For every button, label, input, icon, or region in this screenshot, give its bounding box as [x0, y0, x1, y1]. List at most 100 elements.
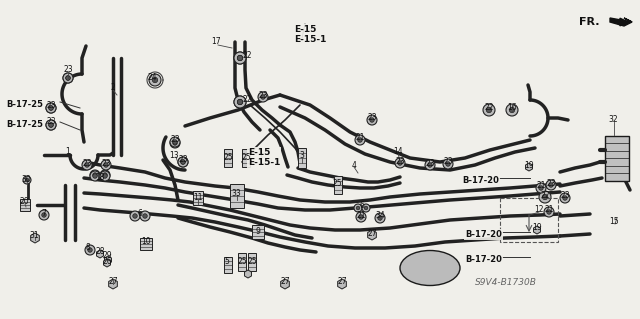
Circle shape [180, 160, 185, 164]
Circle shape [237, 99, 243, 105]
Circle shape [63, 73, 73, 83]
Circle shape [101, 160, 111, 170]
Text: 3: 3 [300, 152, 305, 160]
Circle shape [173, 140, 177, 144]
Text: 25: 25 [241, 152, 251, 161]
Text: B-17-20: B-17-20 [465, 230, 502, 239]
Text: B-17-20: B-17-20 [465, 255, 502, 264]
Circle shape [428, 163, 432, 167]
Circle shape [46, 120, 56, 130]
Circle shape [425, 160, 435, 170]
Circle shape [132, 214, 137, 218]
Text: 18: 18 [95, 174, 105, 182]
Circle shape [355, 135, 365, 145]
Circle shape [560, 193, 570, 203]
Circle shape [547, 210, 551, 214]
Circle shape [100, 170, 110, 180]
Circle shape [42, 213, 46, 217]
Bar [20, 199, 30, 211]
Circle shape [506, 104, 518, 116]
Polygon shape [281, 279, 289, 289]
Bar [230, 184, 244, 208]
Text: 32: 32 [608, 115, 618, 124]
Circle shape [359, 215, 364, 219]
Circle shape [170, 137, 180, 147]
Text: 23: 23 [82, 159, 92, 167]
Text: 1: 1 [66, 147, 70, 157]
Text: 7: 7 [42, 210, 47, 219]
Circle shape [173, 141, 177, 145]
Text: 24: 24 [147, 72, 157, 81]
Circle shape [370, 118, 374, 122]
Text: FR.: FR. [579, 17, 600, 27]
Circle shape [356, 206, 360, 210]
Circle shape [539, 191, 551, 203]
Circle shape [103, 173, 108, 177]
Text: 21: 21 [356, 211, 365, 219]
Text: B-17-25: B-17-25 [6, 120, 43, 129]
Circle shape [46, 103, 56, 113]
Circle shape [152, 77, 157, 83]
Text: 12: 12 [534, 205, 544, 214]
Ellipse shape [400, 250, 460, 286]
Circle shape [66, 76, 70, 80]
Bar [298, 148, 306, 168]
Text: 19: 19 [532, 224, 542, 233]
Polygon shape [525, 163, 532, 171]
Text: 34: 34 [375, 211, 385, 219]
Text: 6: 6 [360, 201, 364, 210]
Text: 21: 21 [355, 133, 365, 143]
Circle shape [483, 104, 495, 116]
Circle shape [367, 115, 377, 125]
Polygon shape [367, 230, 376, 240]
Circle shape [544, 207, 554, 217]
Text: 28: 28 [95, 248, 105, 256]
Polygon shape [534, 226, 540, 234]
Bar [242, 149, 250, 167]
Circle shape [88, 248, 92, 252]
Circle shape [486, 107, 492, 113]
Circle shape [23, 176, 31, 184]
Bar [140, 238, 152, 250]
Circle shape [443, 159, 453, 169]
Text: 9: 9 [255, 226, 260, 235]
Circle shape [354, 204, 362, 212]
Circle shape [546, 180, 556, 190]
Polygon shape [31, 233, 39, 243]
Circle shape [356, 212, 366, 222]
Text: 23: 23 [546, 179, 556, 188]
Text: 8: 8 [86, 243, 90, 253]
Circle shape [237, 55, 243, 61]
Text: E-15
E-15-1: E-15 E-15-1 [248, 148, 280, 167]
Bar [193, 191, 203, 205]
Text: 10: 10 [141, 238, 151, 247]
Text: 22: 22 [243, 50, 252, 60]
Text: 23: 23 [443, 158, 453, 167]
Circle shape [234, 96, 246, 108]
Circle shape [103, 174, 108, 178]
Circle shape [539, 186, 543, 190]
Circle shape [358, 138, 362, 142]
Text: 25: 25 [247, 256, 257, 265]
Text: 23: 23 [46, 100, 56, 109]
Circle shape [178, 157, 188, 167]
Text: 15: 15 [609, 218, 619, 226]
Bar [334, 176, 342, 194]
Text: 11: 11 [193, 192, 203, 202]
Text: 2: 2 [111, 84, 115, 93]
Text: 23: 23 [258, 91, 268, 100]
Circle shape [258, 92, 268, 102]
Polygon shape [104, 256, 111, 264]
Text: 22: 22 [243, 95, 252, 105]
Circle shape [548, 183, 553, 187]
Circle shape [104, 163, 108, 167]
Text: 25: 25 [332, 179, 342, 188]
Circle shape [49, 123, 53, 127]
Text: 21: 21 [544, 205, 554, 214]
Circle shape [237, 99, 243, 105]
Circle shape [49, 106, 53, 110]
Circle shape [509, 107, 515, 113]
Text: S9V4-B1730B: S9V4-B1730B [475, 278, 537, 287]
Text: 27: 27 [337, 278, 347, 286]
Text: 5: 5 [225, 257, 229, 266]
